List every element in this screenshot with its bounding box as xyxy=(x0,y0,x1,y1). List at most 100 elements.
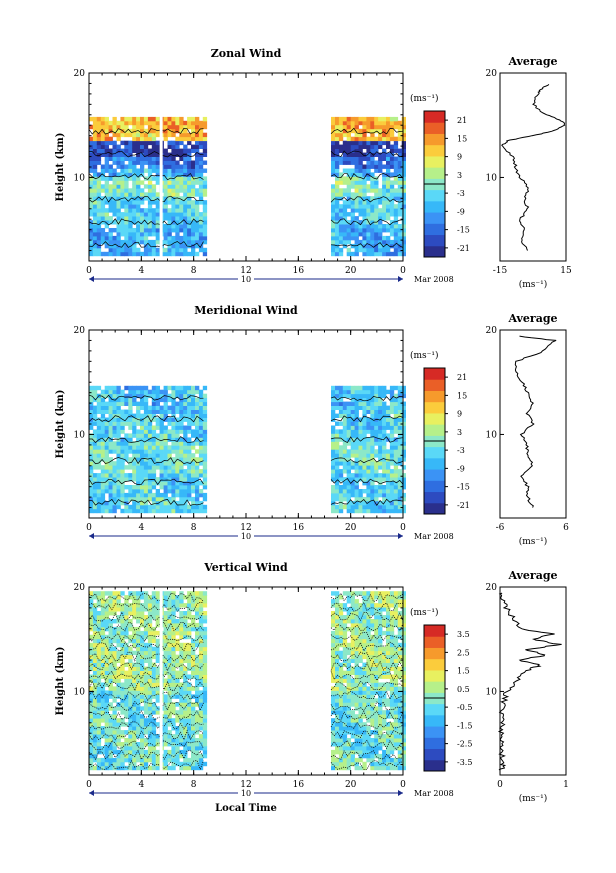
heatmap-cell xyxy=(151,626,157,632)
heatmap-cell xyxy=(389,239,395,245)
heatmap-cell xyxy=(100,208,106,213)
heatmap-cell xyxy=(202,682,208,687)
heatmap-cell xyxy=(163,228,168,233)
heatmap-cell xyxy=(386,421,391,426)
heatmap-cell xyxy=(167,208,172,213)
heatmap-cell xyxy=(370,626,375,632)
heatmap-cell xyxy=(198,481,204,486)
heatmap-cell xyxy=(147,132,153,138)
heatmap-cell xyxy=(136,481,141,486)
heatmap-cell xyxy=(120,650,125,656)
heatmap-cell xyxy=(386,473,391,478)
heatmap-cell xyxy=(96,224,102,229)
heatmap-cell xyxy=(112,168,117,173)
heatmap-cell xyxy=(96,192,102,197)
heatmap-cell xyxy=(163,425,168,430)
heatmap-cell xyxy=(132,504,137,510)
heatmap-cell xyxy=(136,638,141,644)
heatmap-cell xyxy=(140,698,145,703)
heatmap-cell xyxy=(338,239,344,245)
heatmap-cell xyxy=(374,144,379,149)
heatmap-cell xyxy=(96,611,102,616)
heatmap-cell xyxy=(362,224,367,229)
heatmap-cell xyxy=(167,385,172,391)
heatmap-cell xyxy=(175,441,180,446)
heatmap-cell xyxy=(183,630,188,636)
heatmap-cell xyxy=(96,140,102,146)
heatmap-cell xyxy=(96,184,102,189)
heatmap-cell xyxy=(136,184,141,189)
heatmap-cell xyxy=(338,216,344,221)
heatmap-cell xyxy=(342,674,348,679)
heatmap-cell xyxy=(331,630,336,636)
heatmap-cell xyxy=(179,666,184,671)
heatmap-cell xyxy=(120,453,125,458)
heatmap-cell xyxy=(198,702,204,707)
heatmap-cell xyxy=(147,469,153,474)
heatmap-cell xyxy=(202,706,208,711)
heatmap-cell xyxy=(155,650,160,656)
heatmap-cell xyxy=(151,212,157,217)
heatmap-cell xyxy=(112,473,117,478)
heatmap-cell xyxy=(104,670,109,675)
heatmap-cell xyxy=(171,188,176,193)
heatmap-cell xyxy=(378,485,383,490)
heatmap-cell xyxy=(136,603,141,608)
heatmap-cell xyxy=(187,650,192,656)
heatmap-cell xyxy=(128,235,133,241)
heatmap-cell xyxy=(171,674,176,679)
heatmap-cell xyxy=(198,437,204,442)
heatmap-cell xyxy=(342,753,348,759)
heatmap-cell xyxy=(202,433,208,438)
heatmap-cell xyxy=(354,216,359,221)
heatmap-cell xyxy=(183,405,188,410)
heatmap-cell xyxy=(374,247,379,253)
heatmap-cell xyxy=(389,425,395,430)
heatmap-cell xyxy=(350,710,355,715)
heatmap-cell xyxy=(354,224,359,229)
heatmap-cell xyxy=(195,504,200,510)
heatmap-cell xyxy=(140,140,145,146)
heatmap-cell xyxy=(386,124,391,130)
heatmap-cell xyxy=(132,607,137,612)
heatmap-cell xyxy=(198,504,204,510)
heatmap-cell xyxy=(116,749,121,755)
heatmap-cell xyxy=(342,738,348,743)
heatmap-cell xyxy=(354,445,359,450)
heatmap-cell xyxy=(366,746,371,751)
heatmap-cell xyxy=(167,714,172,719)
heatmap-cell xyxy=(112,228,117,233)
heatmap-cell xyxy=(362,212,367,217)
heatmap-cell xyxy=(187,622,192,628)
heatmap-cell xyxy=(124,188,129,193)
heatmap-cell xyxy=(89,746,94,751)
heatmap-cell xyxy=(338,702,344,707)
heatmap-cell xyxy=(191,212,196,217)
heatmap-cell xyxy=(362,508,367,514)
heatmap-cell xyxy=(338,753,344,759)
heatmap-cell xyxy=(155,180,160,185)
heatmap-cell xyxy=(171,247,176,253)
heatmap-cell xyxy=(393,140,399,146)
heatmap-cell xyxy=(374,473,379,478)
heatmap-cell xyxy=(175,168,180,173)
heatmap-cell xyxy=(124,172,129,177)
heatmap-cell xyxy=(147,702,153,707)
heatmap-cell xyxy=(96,694,102,699)
heatmap-cell xyxy=(354,200,359,205)
heatmap-cell xyxy=(96,385,102,391)
heatmap-cell xyxy=(108,124,113,130)
heatmap-cell xyxy=(374,196,379,201)
heatmap-cell xyxy=(378,188,383,193)
heatmap-cell xyxy=(124,742,129,747)
heatmap-cell xyxy=(171,421,176,426)
heatmap-cell xyxy=(116,492,121,498)
heatmap-cell xyxy=(167,140,172,146)
heatmap-cell xyxy=(198,441,204,446)
heatmap-cell xyxy=(338,116,344,122)
heatmap-cell xyxy=(120,698,125,703)
heatmap-cell xyxy=(382,180,387,185)
heatmap-cell xyxy=(163,449,168,454)
heatmap-cell xyxy=(104,116,109,122)
heatmap-cell xyxy=(116,247,121,253)
